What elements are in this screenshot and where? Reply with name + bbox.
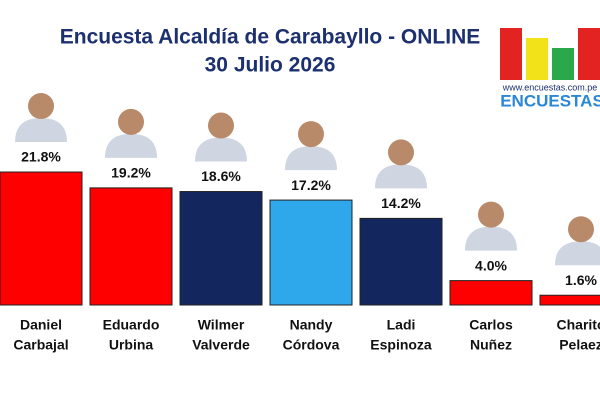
candidate-photo [28, 93, 54, 120]
x-tick-label: Valverde [192, 337, 250, 353]
x-tick-label: Urbina [109, 337, 154, 353]
x-tick-label: Pelaez [559, 337, 600, 353]
candidate-photo [375, 164, 427, 189]
x-tick-label: Córdova [283, 337, 340, 353]
logo-block [500, 28, 522, 80]
logo: www.encuestas.com.pe ENCUESTAS [500, 28, 600, 110]
bar [359, 217, 443, 306]
candidate-photo [105, 133, 157, 158]
candidate-photo [478, 201, 504, 228]
logo-name: ENCUESTAS [500, 91, 600, 110]
x-tick-label: Nuñez [470, 337, 512, 353]
bar [449, 280, 533, 306]
logo-block [526, 38, 548, 80]
bar [179, 191, 263, 306]
value-label: 19.2% [111, 165, 151, 181]
bar [0, 171, 83, 306]
candidate-photo [15, 118, 67, 143]
candidate-photo [285, 146, 337, 171]
chart-title: Encuesta Alcaldía de Carabayllo - ONLINE [60, 26, 481, 49]
candidate-photo [568, 216, 594, 243]
x-tick-label: Carlos [469, 317, 513, 333]
bar [269, 199, 353, 306]
candidate-photo [195, 137, 247, 162]
bar [89, 187, 173, 306]
value-label: 1.6% [565, 272, 597, 288]
candidate-photo [118, 108, 144, 135]
x-tick-label: Nandy [290, 317, 333, 333]
x-tick-label: Charito [557, 317, 600, 333]
candidate-photo [388, 139, 414, 166]
x-tick-label: Carbajal [13, 337, 68, 353]
value-label: 21.8% [21, 149, 61, 165]
logo-block [552, 48, 574, 80]
value-label: 14.2% [381, 195, 421, 211]
candidate-photo [465, 226, 517, 251]
x-tick-label: Wilmer [198, 317, 245, 333]
candidate-photo [208, 112, 234, 139]
x-tick-label: Daniel [20, 317, 62, 333]
value-label: 4.0% [475, 257, 507, 273]
x-tick-label: Espinoza [370, 337, 432, 353]
x-tick-label: Eduardo [103, 317, 160, 333]
chart-subtitle: 30 Julio 2026 [205, 54, 336, 77]
value-label: 17.2% [291, 177, 331, 193]
candidate-photo [298, 121, 324, 148]
candidate-photo [555, 241, 600, 266]
bar [539, 294, 600, 306]
logo-block [578, 28, 600, 80]
value-label: 18.6% [201, 168, 241, 184]
logo-url: www.encuestas.com.pe [502, 82, 598, 92]
x-tick-label: Ladi [387, 317, 416, 333]
